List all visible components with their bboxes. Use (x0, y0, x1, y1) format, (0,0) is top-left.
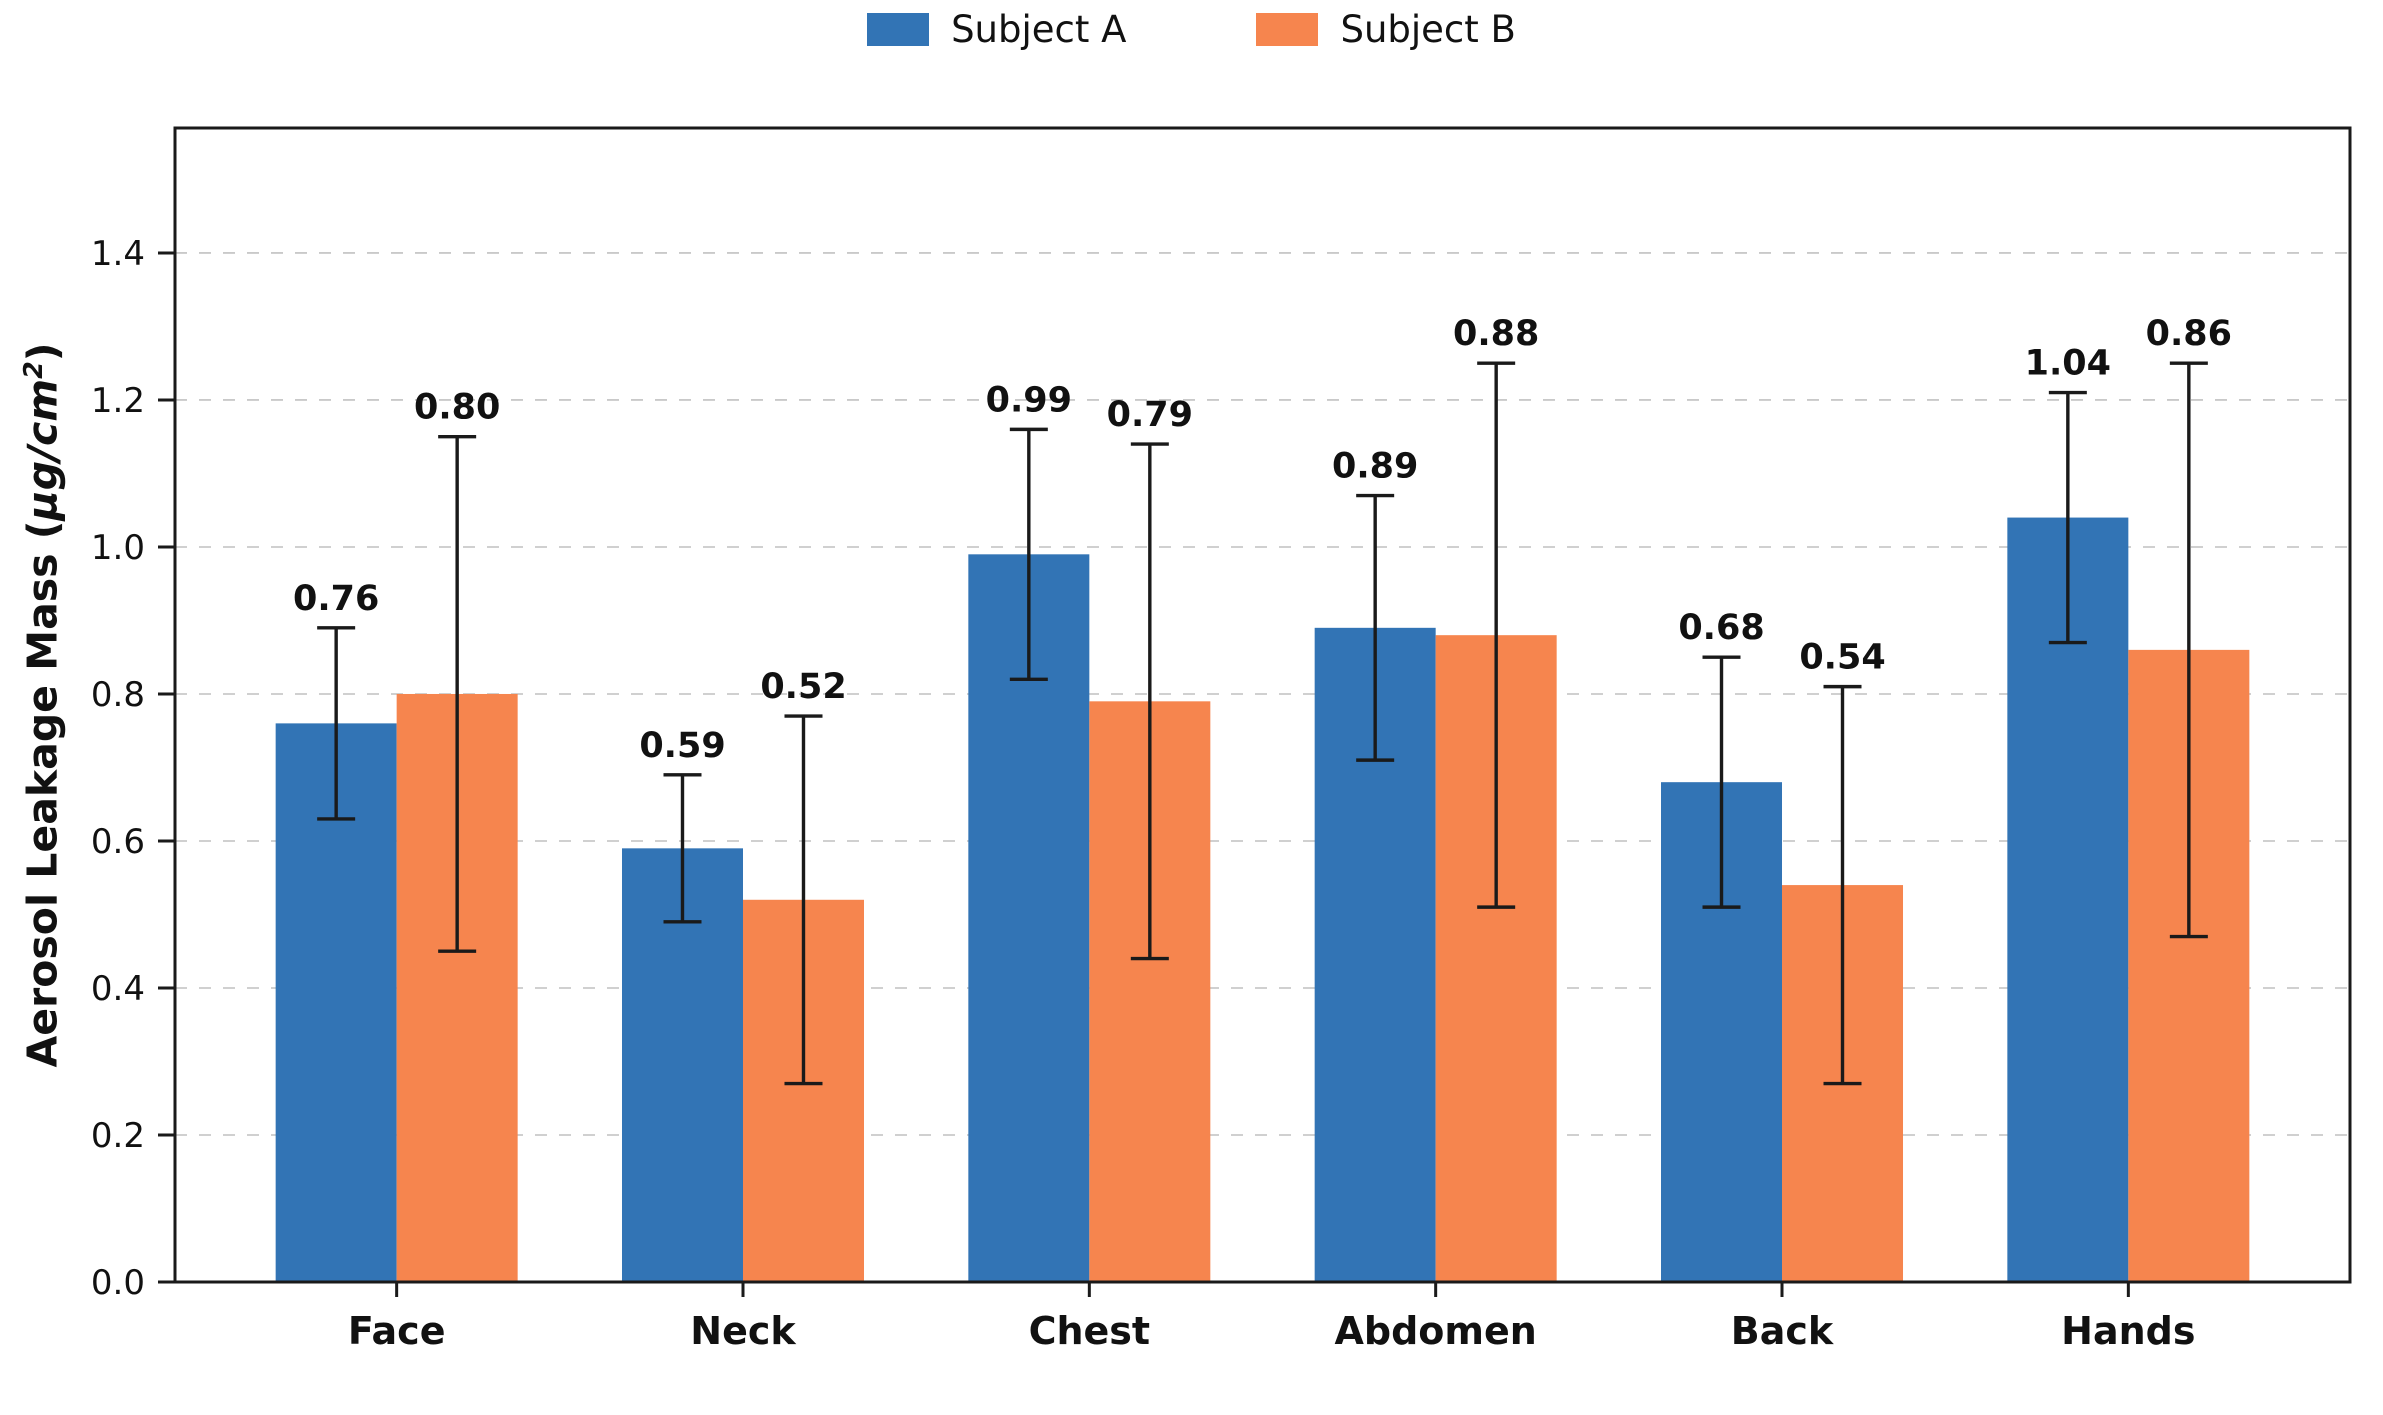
x-tick-label-abdomen: Abdomen (1334, 1309, 1536, 1353)
legend-label-subject-b: Subject B (1340, 8, 1516, 51)
legend: Subject A Subject B (0, 8, 2383, 51)
bar-value-label: 0.86 (2146, 314, 2232, 354)
y-tick-label: 0.8 (91, 675, 145, 715)
bar-value-label: 0.76 (293, 579, 379, 619)
bar-value-label: 0.89 (1332, 447, 1418, 487)
y-tick-label: 0.4 (91, 969, 145, 1009)
plot-border (173, 126, 2352, 1284)
y-tick-label: 1.2 (91, 381, 145, 421)
legend-swatch-subject-b (1256, 13, 1319, 46)
bar-value-label: 1.04 (2025, 344, 2111, 384)
legend-item-subject-a: Subject A (867, 8, 1126, 51)
y-tick-label: 0.0 (91, 1263, 145, 1303)
y-tick-label: 1.0 (91, 528, 145, 568)
y-tick-label: 1.4 (91, 234, 145, 274)
bar-value-label: 0.52 (760, 667, 846, 707)
legend-label-subject-a: Subject A (951, 8, 1127, 51)
y-tick-label: 0.2 (91, 1116, 145, 1156)
bar-value-label: 0.59 (639, 726, 725, 766)
bar-value-label: 0.99 (986, 380, 1072, 420)
bar-value-label: 0.79 (1107, 395, 1193, 435)
bar-subject-a-hands (2007, 517, 2129, 1282)
legend-item-subject-b: Subject B (1256, 8, 1516, 51)
bar-value-label: 0.54 (1799, 638, 1885, 678)
x-tick-label-face: Face (348, 1309, 446, 1353)
x-tick-label-neck: Neck (690, 1309, 796, 1353)
legend-swatch-subject-a (867, 13, 930, 46)
x-tick-label-hands: Hands (2061, 1309, 2195, 1353)
x-tick-label-back: Back (1731, 1309, 1834, 1353)
bar-value-label: 0.80 (414, 388, 500, 428)
y-tick-label: 0.6 (91, 822, 145, 862)
x-tick-label-chest: Chest (1029, 1309, 1151, 1353)
bar-value-label: 0.88 (1453, 314, 1539, 354)
bar-value-label: 0.68 (1678, 608, 1764, 648)
